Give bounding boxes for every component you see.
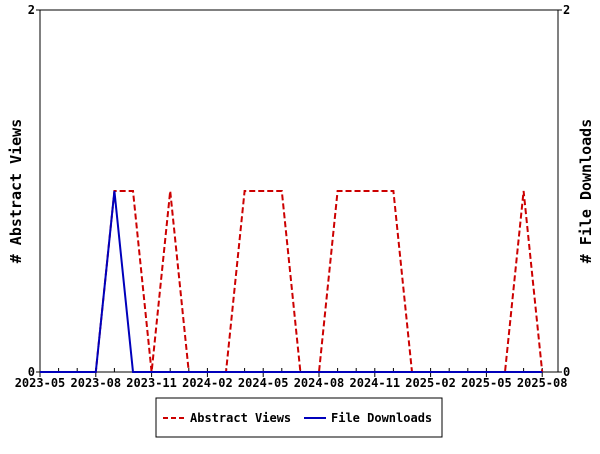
y-axis-label: # Abstract Views: [7, 119, 25, 264]
y2-tick-label: 0: [563, 365, 570, 379]
series-line-file-downloads: [40, 191, 542, 372]
legend: Abstract Views File Downloads: [156, 398, 442, 437]
x-tick-label: 2025-05: [461, 376, 512, 390]
y2-axis-label: # File Downloads: [577, 119, 595, 264]
x-tick-label: 2025-08: [517, 376, 568, 390]
legend-label-file-downloads: File Downloads: [331, 411, 432, 425]
x-tick-label: 2025-02: [405, 376, 456, 390]
x-tick-label: 2024-05: [238, 376, 289, 390]
y2-tick-label: 2: [563, 3, 570, 17]
x-tick-label: 2024-02: [182, 376, 233, 390]
x-tick-label: 2023-11: [126, 376, 177, 390]
x-tick-label: 2023-05: [15, 376, 66, 390]
x-tick-label: 2023-08: [71, 376, 122, 390]
plot-frame: [40, 10, 558, 372]
x-tick-label: 2024-11: [350, 376, 401, 390]
x-tick-label: 2024-08: [294, 376, 345, 390]
legend-label-abstract-views: Abstract Views: [190, 411, 291, 425]
series-line-abstract-views: [40, 191, 542, 372]
y-tick-label: 2: [28, 3, 35, 17]
y-tick-label: 0: [28, 365, 35, 379]
